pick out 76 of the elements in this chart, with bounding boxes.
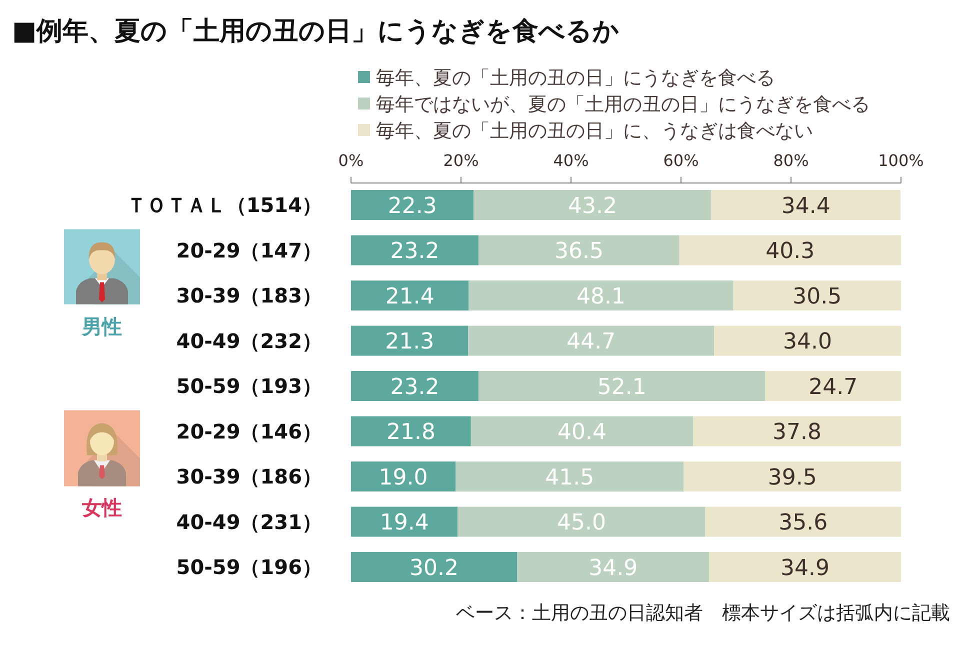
data-label: 30.5: [792, 284, 842, 310]
data-label: 34.0: [783, 330, 832, 355]
y-tick-label: 20-29（146）: [176, 419, 322, 444]
data-label: 34.9: [588, 556, 638, 581]
data-label: 44.7: [566, 330, 616, 355]
y-tick-label: 30-39（183）: [176, 284, 322, 308]
y-tick-label: 40-49（232）: [176, 328, 322, 353]
data-label: 37.8: [772, 420, 822, 446]
bar: [679, 235, 901, 266]
bar: [351, 552, 518, 582]
x-tick-label: 20%: [443, 150, 479, 170]
data-label: 40.4: [558, 420, 606, 446]
bar: [478, 371, 766, 401]
y-tick-label: 50-59（196）: [176, 555, 322, 580]
bar: [693, 416, 901, 446]
bar: [714, 326, 901, 356]
bar: [468, 326, 714, 356]
data-label: 34.9: [780, 556, 830, 581]
x-tick-label: 60%: [663, 150, 699, 170]
data-label: 40.3: [766, 239, 815, 264]
data-label: 30.2: [410, 556, 459, 581]
y-tick-label: 30-39（186）: [176, 464, 322, 489]
legend-label: 毎年、夏の「土用の丑の日」に、うなぎは食べない: [376, 120, 813, 142]
data-label: 35.6: [778, 510, 828, 536]
bar: [709, 552, 901, 582]
data-label: 22.3: [388, 194, 437, 219]
x-tick-label: 40%: [553, 150, 589, 170]
data-label: 21.3: [385, 330, 434, 355]
bar: [733, 280, 901, 310]
bar: [351, 506, 458, 537]
data-label: 52.1: [597, 374, 646, 400]
bar: [468, 280, 734, 310]
y-tick-label: 40-49（231）: [176, 510, 322, 534]
y-tick-label: 50-59（193）: [176, 374, 322, 398]
text: ベース：土用の丑の日認知者 標本サイズは括弧内に記載: [456, 602, 950, 624]
bar: [351, 235, 479, 266]
bar: [458, 506, 706, 537]
legend-label: 毎年ではないが、夏の「土用の丑の日」にうなぎを食べる: [376, 93, 870, 116]
x-tick-label: 100%: [878, 150, 924, 170]
data-label: 41.5: [545, 465, 594, 490]
legend-label: 毎年、夏の「土用の丑の日」にうなぎを食べる: [376, 66, 775, 89]
data-label: 19.0: [378, 465, 428, 490]
data-label: 45.0: [556, 510, 606, 536]
y-tick-label: 20-29（147）: [176, 238, 322, 262]
data-label: 34.4: [781, 194, 830, 219]
text: 女性: [81, 495, 122, 520]
text: 男性: [81, 314, 122, 338]
data-label: 23.2: [390, 239, 440, 264]
data-label: 23.2: [390, 374, 440, 400]
x-tick-label: 0%: [338, 150, 364, 170]
bar: [351, 416, 471, 446]
data-label: 39.5: [768, 465, 817, 490]
y-tick-label: ＴＯＴＡＬ（1514）: [126, 193, 322, 218]
bar: [517, 552, 710, 582]
bar: [684, 462, 901, 492]
bar: [470, 416, 694, 446]
data-label: 48.1: [576, 284, 626, 310]
bar: [351, 326, 468, 356]
chart-title: ■例年、夏の「土用の丑の日」にうなぎを食べるか: [12, 16, 620, 46]
bar: [351, 190, 474, 220]
data-label: 43.2: [568, 194, 617, 219]
bar: [765, 371, 901, 401]
data-label: 21.8: [386, 420, 436, 446]
data-label: 24.7: [808, 374, 858, 400]
bar: [351, 462, 456, 492]
x-tick-label: 80%: [773, 150, 809, 170]
bar: [705, 506, 901, 537]
bar: [456, 462, 684, 492]
data-label: 21.4: [385, 284, 434, 310]
bar: [474, 190, 712, 220]
bar: [351, 280, 469, 310]
bar: [711, 190, 900, 220]
data-label: 19.4: [380, 510, 429, 536]
bar: [478, 235, 680, 266]
data-label: 36.5: [554, 239, 604, 264]
bar: [351, 371, 479, 401]
